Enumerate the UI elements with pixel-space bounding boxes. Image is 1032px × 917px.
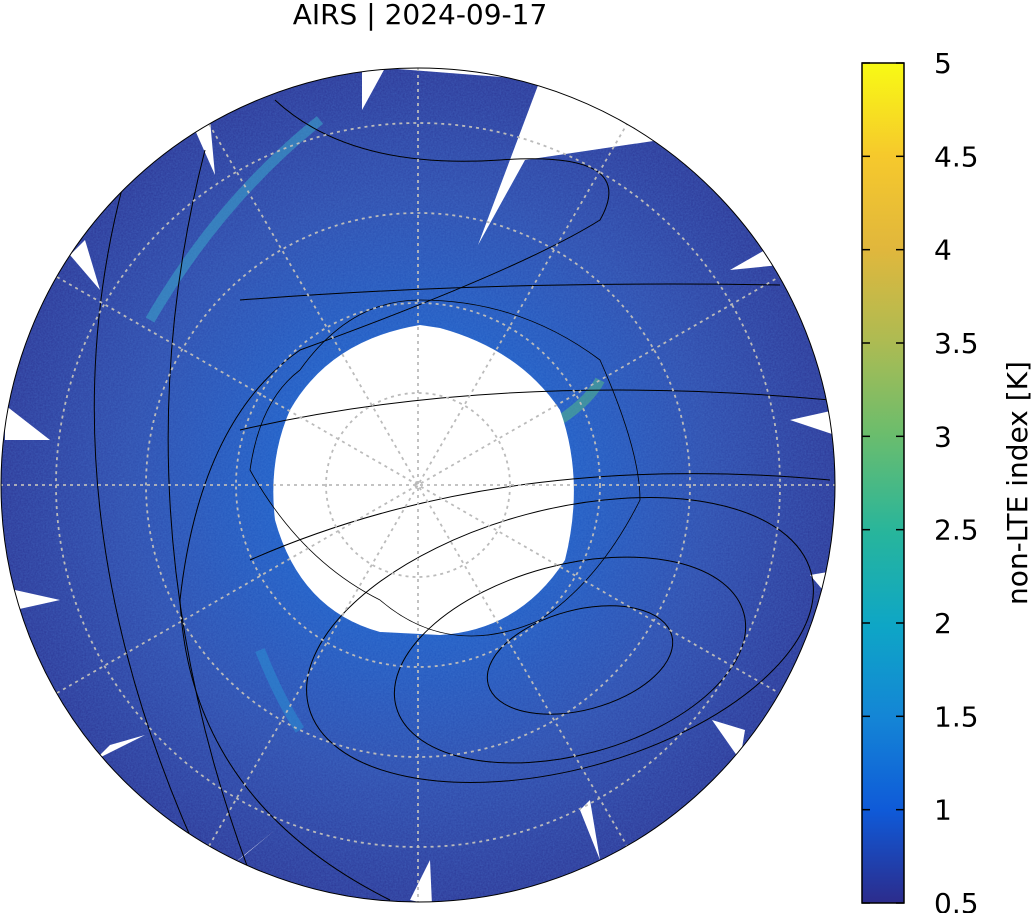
- colorbar-tick-label: 2: [934, 607, 952, 640]
- colorbar-tick-label: 1: [934, 794, 952, 827]
- colorbar-tick-label: 3: [934, 420, 952, 453]
- colorbar-tick-label: 0.5: [934, 887, 979, 913]
- colorbar-tick-label: 4: [934, 234, 952, 267]
- colorbar-ticks: 0.5 1 1.5 2 2.5 3 3.5 4 4.5 5: [862, 47, 979, 917]
- colorbar-tick-label: 4.5: [934, 140, 979, 173]
- map-border: [0, 67, 836, 903]
- colorbar-tick-label: 1.5: [934, 700, 979, 733]
- colorbar-tick-label: 2.5: [934, 514, 979, 547]
- title: AIRS | 2024-09-17: [293, 0, 548, 31]
- colorbar-label: non-LTE index [K]: [1001, 361, 1032, 605]
- colorbar: [861, 62, 905, 904]
- colorbar-tick-label: 3.5: [934, 327, 979, 360]
- colorbar-tick-label: 5: [934, 47, 952, 80]
- map: [1, 68, 835, 902]
